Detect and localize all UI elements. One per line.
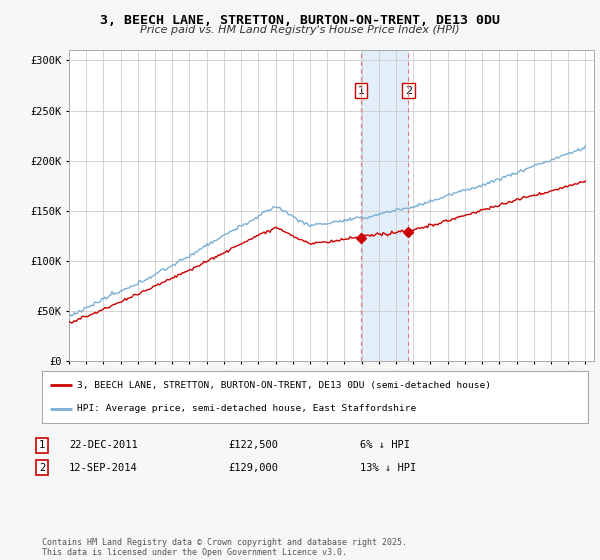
Text: 2: 2 xyxy=(405,86,412,96)
Text: 13% ↓ HPI: 13% ↓ HPI xyxy=(360,463,416,473)
Text: 22-DEC-2011: 22-DEC-2011 xyxy=(69,440,138,450)
Text: 1: 1 xyxy=(39,440,45,450)
Text: 6% ↓ HPI: 6% ↓ HPI xyxy=(360,440,410,450)
Text: 2: 2 xyxy=(39,463,45,473)
Text: £129,000: £129,000 xyxy=(228,463,278,473)
Text: Contains HM Land Registry data © Crown copyright and database right 2025.
This d: Contains HM Land Registry data © Crown c… xyxy=(42,538,407,557)
Text: 12-SEP-2014: 12-SEP-2014 xyxy=(69,463,138,473)
Bar xyxy=(361,50,408,361)
Text: £122,500: £122,500 xyxy=(228,440,278,450)
Text: 3, BEECH LANE, STRETTON, BURTON-ON-TRENT, DE13 0DU (semi-detached house): 3, BEECH LANE, STRETTON, BURTON-ON-TRENT… xyxy=(77,381,491,390)
Text: Price paid vs. HM Land Registry's House Price Index (HPI): Price paid vs. HM Land Registry's House … xyxy=(140,25,460,35)
Text: 3, BEECH LANE, STRETTON, BURTON-ON-TRENT, DE13 0DU: 3, BEECH LANE, STRETTON, BURTON-ON-TRENT… xyxy=(100,14,500,27)
Text: 1: 1 xyxy=(358,86,364,96)
Text: HPI: Average price, semi-detached house, East Staffordshire: HPI: Average price, semi-detached house,… xyxy=(77,404,417,413)
